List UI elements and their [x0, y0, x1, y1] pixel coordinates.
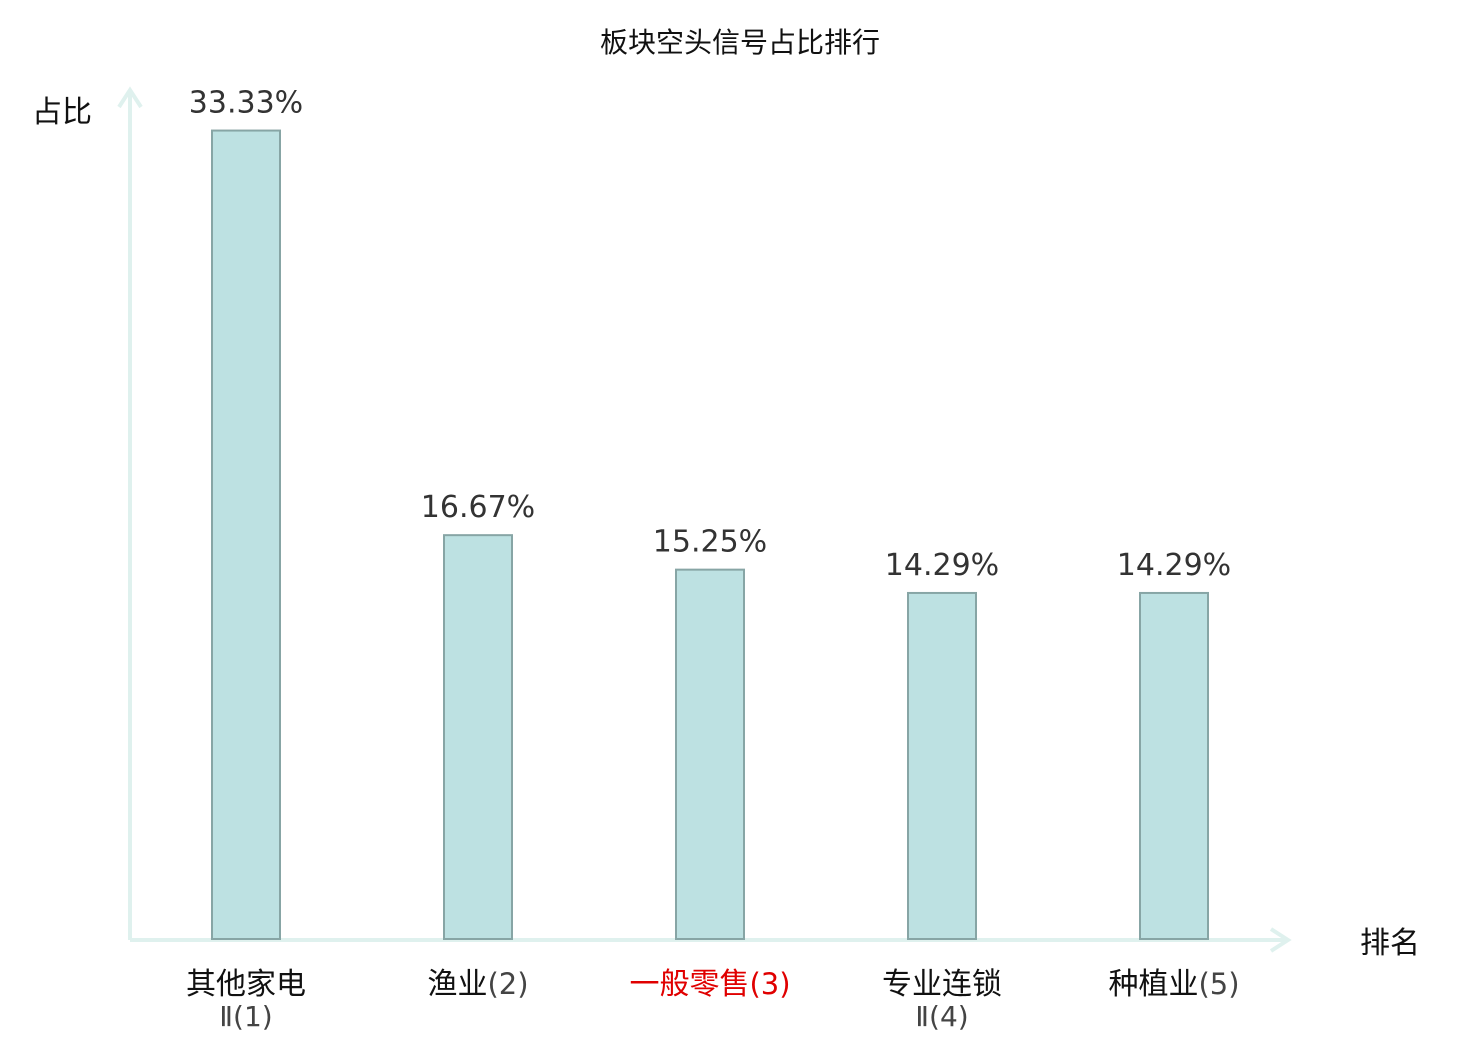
x-axis-label: 排名: [1360, 926, 1420, 961]
x-tick-label: 其他家电: [186, 967, 306, 1002]
y-axis-arrow: [117, 86, 143, 109]
x-tick-name: 专业连锁: [882, 967, 1002, 1002]
chart-title: 板块空头信号占比排行: [600, 26, 880, 59]
x-tick-name: 种植业: [1108, 967, 1198, 1002]
x-tick-label: 渔业(2): [427, 967, 528, 1002]
bar-value-label: 14.29%: [885, 548, 999, 583]
x-tick-rank: (2): [487, 967, 528, 1001]
y-axis-label: 占比: [32, 95, 92, 130]
x-tick-label: 种植业(5): [1108, 967, 1239, 1002]
bar: [211, 129, 281, 941]
bar: [675, 568, 745, 941]
x-tick-rank: (3): [749, 967, 790, 1001]
bar-value-label: 14.29%: [1117, 548, 1231, 583]
x-tick-name: 其他家电: [186, 967, 306, 1002]
bar-value-label: 33.33%: [189, 86, 303, 121]
x-tick-name: 一般零售: [629, 967, 749, 1002]
x-tick-sublabel: Ⅱ(4): [915, 1000, 968, 1033]
bar-value-label: 16.67%: [421, 490, 535, 525]
x-tick-rank: (5): [1198, 967, 1239, 1001]
bar: [907, 591, 977, 940]
bar-value-label: 15.25%: [653, 525, 767, 560]
bar: [443, 534, 513, 941]
x-tick-label: 专业连锁: [882, 967, 1002, 1002]
x-tick-name: 渔业: [427, 967, 487, 1002]
x-tick-label: 一般零售(3): [629, 967, 790, 1002]
x-axis-arrow: [1269, 927, 1292, 953]
bar: [1139, 591, 1209, 940]
x-tick-sublabel: Ⅱ(1): [219, 1000, 272, 1033]
